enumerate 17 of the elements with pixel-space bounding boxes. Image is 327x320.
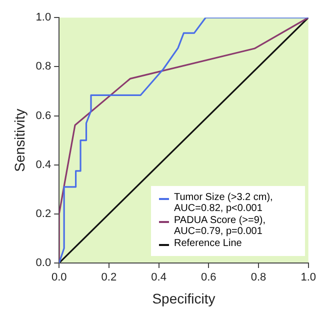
x-tick-label: 0.2 — [101, 272, 117, 284]
legend-label: PADUA Score (>=9), AUC=0.79, p=0.001 — [174, 215, 267, 237]
y-tick-label: 0.8 — [36, 60, 52, 73]
x-tick-label: 1.0 — [300, 272, 316, 284]
x-tick-label: 0.6 — [201, 272, 216, 284]
x-axis-title: Specificity — [152, 290, 216, 306]
x-tick-label: 0.8 — [250, 272, 266, 284]
legend-label: Tumor Size (>3.2 cm), AUC=0.82, p<0.001 — [174, 192, 274, 214]
y-axis-title: Sensitivity — [11, 108, 28, 172]
y-tick-label: 0.0 — [36, 257, 52, 270]
x-tick-label: 0.4 — [151, 272, 166, 284]
y-tick-label: 1.0 — [36, 12, 52, 24]
y-tick-label: 0.6 — [36, 110, 52, 122]
y-tick-label: 0.4 — [36, 158, 52, 171]
y-tick-label: 0.2 — [36, 208, 52, 220]
legend-label: Reference Line — [174, 238, 242, 249]
x-tick-label: 0.0 — [51, 272, 67, 284]
